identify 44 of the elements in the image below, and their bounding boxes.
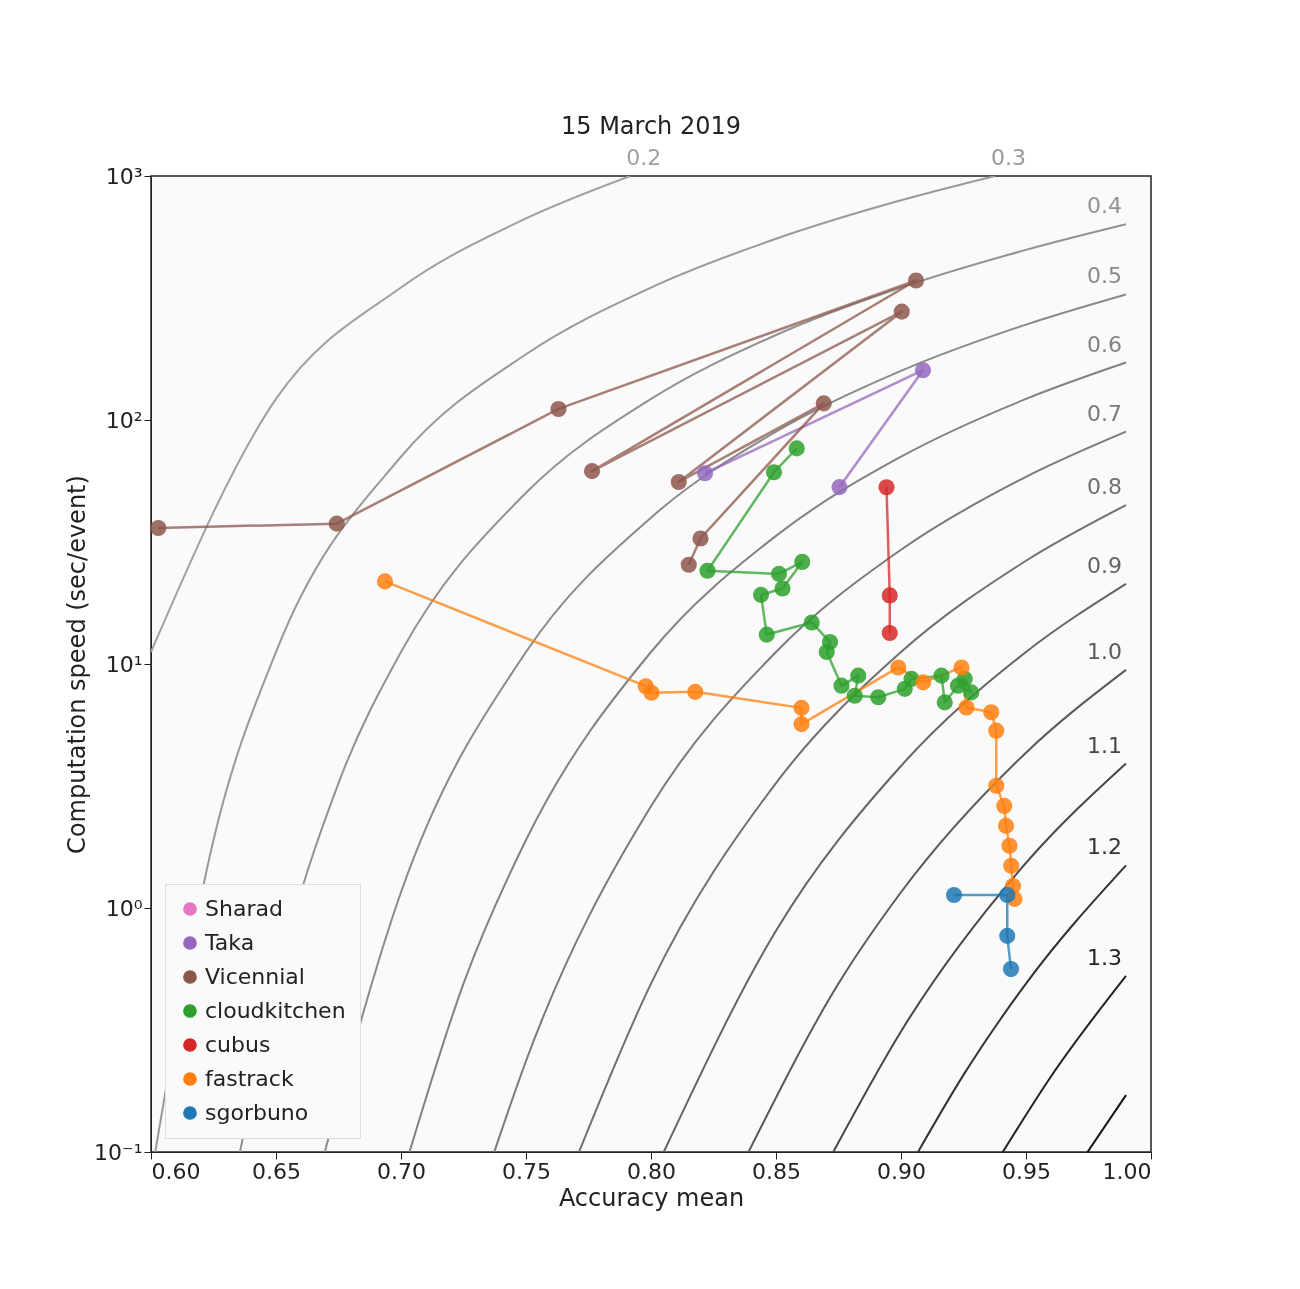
x-tick-label: 0.60: [151, 1158, 201, 1184]
legend-label: Vicennial: [205, 964, 305, 989]
line-series: [917, 864, 1127, 1152]
x-tick-label: 0.65: [252, 1158, 301, 1184]
series-label: 1.2: [1087, 834, 1122, 860]
series-label: 1.0: [1087, 638, 1122, 664]
y-tick-label: 10³: [105, 163, 143, 189]
chart-title: 15 March 2019: [560, 112, 742, 140]
legend-label: cubus: [205, 1032, 271, 1057]
line-series: [578, 504, 1127, 1152]
x-tick-label: 0.95: [1002, 1158, 1051, 1184]
line-series: [408, 361, 1127, 1152]
line-series: [832, 762, 1127, 1152]
series-label: 0.9: [1087, 552, 1122, 578]
series-label: 0.3: [991, 145, 1026, 170]
x-tick-label: 0.85: [752, 1158, 801, 1184]
series-label: 0.4: [1087, 193, 1122, 219]
series-label: 0.7: [1087, 400, 1122, 426]
series-label: 1.1: [1087, 732, 1122, 758]
line-series: [151, 176, 632, 653]
series-label: 0.5: [1087, 263, 1122, 289]
series-label: 0.2: [626, 145, 662, 170]
legend-label: cloudkitchen: [205, 998, 346, 1023]
line-series: [662, 582, 1127, 1152]
x-axis-title: Accuracy mean: [558, 1183, 745, 1212]
y-tick-label: 10¹: [105, 651, 143, 677]
x-tick-label: 0.70: [377, 1158, 426, 1184]
legend-label: fastrack: [205, 1066, 294, 1091]
y-axis-title: Computation speed (sec/event): [63, 475, 92, 854]
x-tick-label: 0.90: [877, 1158, 926, 1184]
y-tick-label: 10⁻¹: [94, 1139, 143, 1165]
y-tick-label: 10²: [105, 407, 143, 433]
legend-label: sgorbuno: [205, 1100, 309, 1125]
x-tick-label: 1.00: [1102, 1158, 1152, 1184]
line-series: [493, 430, 1127, 1152]
series-label: 0.8: [1087, 474, 1122, 500]
x-tick-label: 0.75: [502, 1158, 551, 1184]
series-label: 1.3: [1087, 944, 1122, 970]
legend-label: Taka: [204, 930, 255, 955]
x-tick-label: 0.80: [627, 1158, 676, 1184]
y-tick-label: 10⁰: [105, 895, 143, 921]
line-series: [747, 668, 1127, 1152]
series-label: 0.6: [1087, 331, 1122, 357]
legend-label: Sharad: [205, 896, 283, 921]
